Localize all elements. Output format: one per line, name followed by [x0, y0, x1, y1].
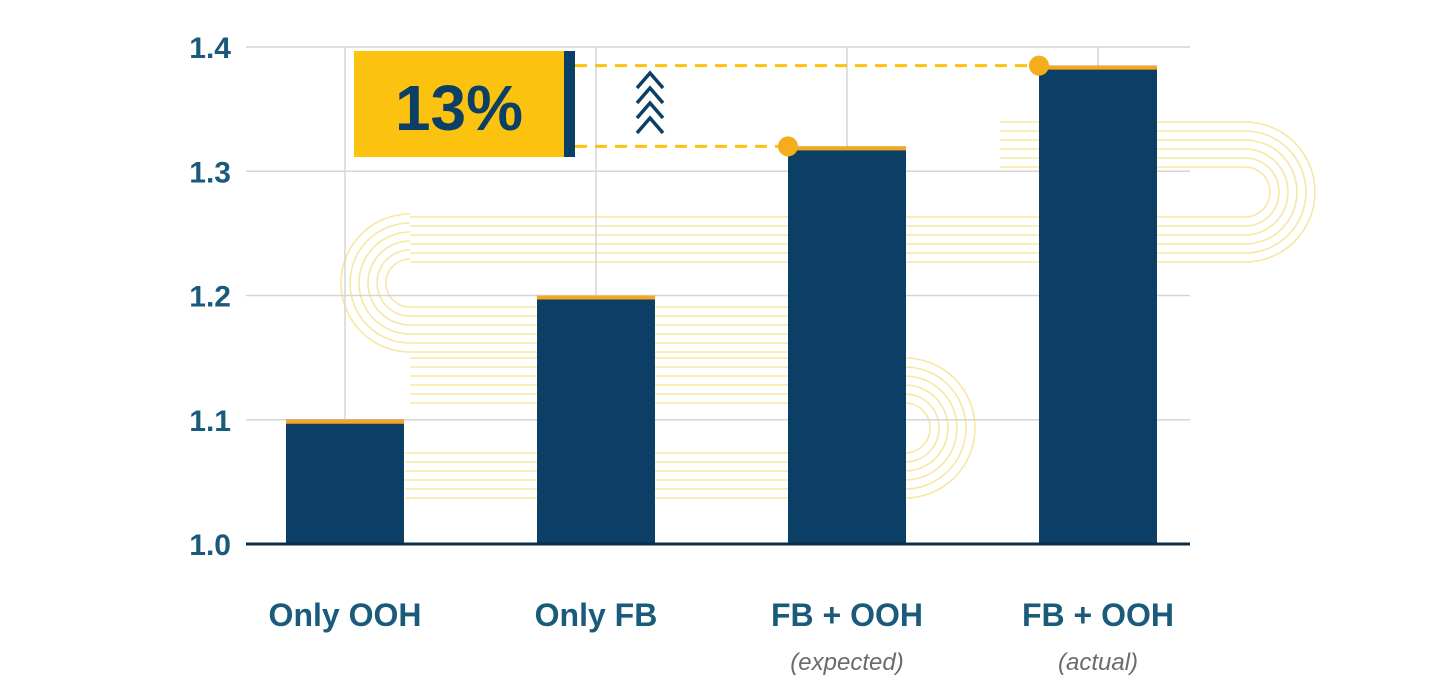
- x-category-label: FB + OOH: [1022, 597, 1174, 633]
- decorative-track-line: [410, 139, 1298, 245]
- x-category-label: Only OOH: [269, 597, 422, 633]
- y-tick-label: 1.0: [189, 529, 231, 562]
- y-tick-labels: 1.0 1.1 1.2 1.3 1.4: [189, 32, 231, 562]
- x-category-note: (expected): [790, 649, 903, 676]
- actual-level-marker: [1029, 55, 1049, 76]
- y-tick-label: 1.3: [189, 156, 231, 189]
- decorative-track-lines: [340, 121, 1316, 499]
- x-category-label: FB + OOH: [771, 597, 923, 633]
- decorative-track-line: [410, 148, 1289, 236]
- x-category-label: Only FB: [535, 597, 658, 633]
- bar-top-cap: [788, 146, 906, 151]
- x-category-labels: Only OOH Only FB FB + OOH (expected) FB + OO…: [269, 597, 1174, 676]
- bars-group: [286, 65, 1157, 544]
- x-category-note: (actual): [1058, 649, 1138, 676]
- decorative-track-line: [410, 157, 1280, 227]
- bar: [537, 295, 655, 544]
- bar: [1039, 65, 1157, 544]
- callout-box-edge: [564, 51, 575, 157]
- bar-top-cap: [537, 295, 655, 300]
- increase-annotation: 13%: [354, 51, 1049, 157]
- y-tick-label: 1.2: [189, 281, 231, 314]
- decorative-track-line: [405, 402, 931, 454]
- expected-level-marker: [778, 136, 798, 157]
- decorative-track-line: [358, 231, 900, 335]
- bar-top-cap: [286, 419, 404, 424]
- decorative-track-line: [410, 166, 1271, 218]
- decorative-track-line: [367, 240, 900, 326]
- callout-box: [354, 51, 564, 157]
- decorative-track-line: [385, 258, 900, 308]
- decorative-track-line: [405, 384, 949, 472]
- decorative-track-line: [410, 121, 1316, 263]
- chevrons-up-icon: [635, 70, 665, 135]
- decorative-track-line: [405, 393, 940, 463]
- y-tick-label: 1.1: [189, 405, 231, 438]
- decorative-track-line: [349, 222, 900, 344]
- decorative-track-line: [405, 375, 958, 481]
- decorative-track-line: [405, 357, 976, 499]
- bar: [788, 146, 906, 544]
- callout-percent-label: 13%: [395, 72, 523, 144]
- decorative-track-line: [340, 213, 900, 353]
- bar: [286, 419, 404, 544]
- bar-top-cap: [1039, 65, 1157, 70]
- decorative-track-line: [376, 249, 900, 317]
- decorative-track-line: [405, 366, 967, 490]
- y-tick-label: 1.4: [189, 32, 231, 65]
- decorative-track-line: [410, 130, 1307, 254]
